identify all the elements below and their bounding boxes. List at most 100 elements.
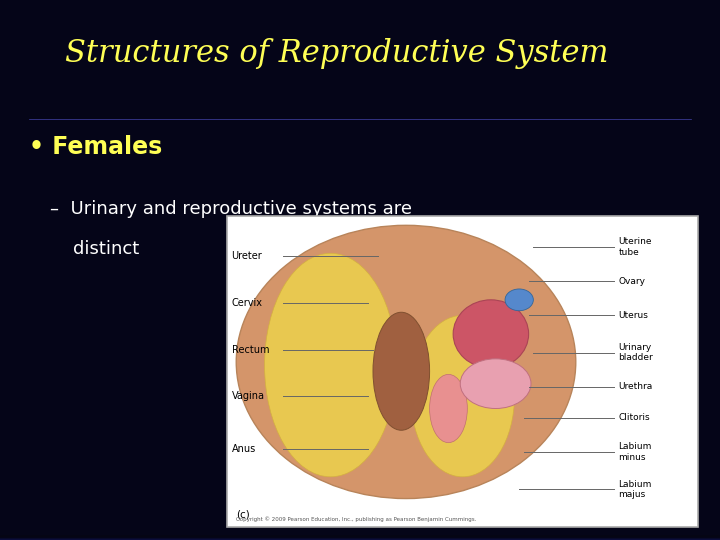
Bar xyxy=(0,536,720,539)
Ellipse shape xyxy=(460,359,531,408)
Bar xyxy=(0,536,720,538)
Bar xyxy=(0,535,720,538)
Bar xyxy=(0,535,720,537)
Ellipse shape xyxy=(410,315,515,477)
Bar xyxy=(0,536,720,538)
Text: Clitoris: Clitoris xyxy=(618,413,650,422)
Bar xyxy=(0,536,720,539)
Bar xyxy=(0,537,720,540)
Bar xyxy=(0,536,720,538)
Bar xyxy=(0,536,720,539)
Bar xyxy=(0,536,720,539)
Text: Anus: Anus xyxy=(232,444,256,454)
Bar xyxy=(0,537,720,540)
Bar xyxy=(0,537,720,539)
Text: Ovary: Ovary xyxy=(618,276,645,286)
Text: distinct: distinct xyxy=(50,240,140,258)
Bar xyxy=(0,537,720,539)
Bar xyxy=(0,536,720,538)
Bar xyxy=(0,537,720,539)
Bar xyxy=(0,536,720,538)
Bar xyxy=(0,536,720,538)
Bar xyxy=(0,535,720,538)
Bar xyxy=(0,537,720,539)
Bar xyxy=(0,536,720,538)
Bar xyxy=(0,536,720,539)
Bar xyxy=(0,536,720,538)
Bar xyxy=(0,537,720,540)
Bar xyxy=(0,537,720,539)
Bar xyxy=(0,535,720,538)
Bar xyxy=(0,537,720,540)
Bar xyxy=(0,536,720,538)
Bar xyxy=(0,535,720,538)
Bar xyxy=(0,537,720,540)
Text: Uterine
tube: Uterine tube xyxy=(618,238,652,256)
Bar xyxy=(0,537,720,540)
Bar xyxy=(0,537,720,539)
Bar xyxy=(0,535,720,537)
Bar xyxy=(0,536,720,538)
Bar xyxy=(0,535,720,538)
Text: Ureter: Ureter xyxy=(232,251,262,261)
Bar xyxy=(0,535,720,537)
Bar xyxy=(0,537,720,539)
Bar xyxy=(0,536,720,538)
Text: Labium
minus: Labium minus xyxy=(618,442,652,462)
Bar xyxy=(0,537,720,540)
Bar xyxy=(0,537,720,539)
Bar xyxy=(0,537,720,539)
Bar xyxy=(0,537,720,539)
Bar xyxy=(0,537,720,539)
Bar xyxy=(0,536,720,538)
Bar xyxy=(0,536,720,539)
Bar xyxy=(0,536,720,538)
Text: Urethra: Urethra xyxy=(618,382,652,392)
Bar xyxy=(0,537,720,540)
Bar xyxy=(0,535,720,538)
Bar xyxy=(0,536,720,539)
Bar xyxy=(0,536,720,539)
Bar xyxy=(0,536,720,538)
Ellipse shape xyxy=(264,253,397,477)
Bar xyxy=(0,535,720,537)
Bar xyxy=(0,536,720,539)
Text: Uterus: Uterus xyxy=(618,311,648,320)
Bar xyxy=(0,536,720,538)
Bar xyxy=(0,536,720,539)
Bar xyxy=(0,537,720,539)
Bar xyxy=(0,536,720,539)
Text: Vagina: Vagina xyxy=(232,391,264,401)
Bar xyxy=(0,536,720,538)
Bar xyxy=(0,535,720,538)
Bar xyxy=(0,535,720,538)
Bar xyxy=(0,536,720,539)
Bar xyxy=(0,535,720,538)
Bar xyxy=(0,536,720,538)
Bar xyxy=(0,537,720,540)
Bar xyxy=(0,536,720,538)
Bar xyxy=(0,535,720,538)
Bar xyxy=(0,536,720,539)
FancyBboxPatch shape xyxy=(227,216,698,526)
Bar xyxy=(0,537,720,540)
Bar xyxy=(0,536,720,538)
Bar xyxy=(0,536,720,538)
Bar xyxy=(0,535,720,537)
Bar xyxy=(0,536,720,538)
Ellipse shape xyxy=(453,300,528,368)
Bar xyxy=(0,535,720,538)
Bar xyxy=(0,536,720,539)
Bar xyxy=(0,536,720,538)
Bar xyxy=(0,537,720,539)
Bar xyxy=(0,536,720,539)
Bar xyxy=(0,537,720,539)
Bar xyxy=(0,536,720,538)
Bar xyxy=(0,536,720,538)
Bar xyxy=(0,535,720,538)
Bar xyxy=(0,536,720,539)
Bar xyxy=(0,536,720,539)
Bar xyxy=(0,535,720,538)
Bar xyxy=(0,536,720,538)
Bar xyxy=(0,536,720,539)
